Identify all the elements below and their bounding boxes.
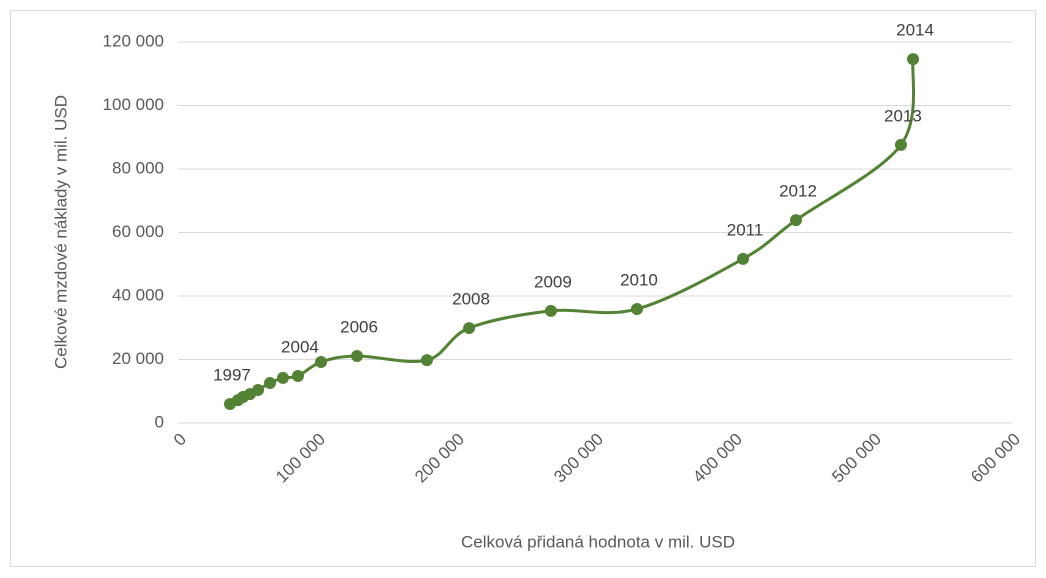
y-tick-label: 120 000	[103, 31, 164, 50]
x-axis-title: Celková přidaná hodnota v mil. USD	[461, 532, 735, 551]
data-point	[894, 138, 907, 151]
point-label: 2014	[896, 21, 934, 40]
y-tick-label: 40 000	[112, 285, 164, 304]
data-point	[789, 214, 802, 227]
point-label: 2006	[340, 317, 378, 336]
data-point	[291, 370, 304, 383]
y-tick-label: 0	[155, 412, 164, 431]
y-tick-label: 20 000	[112, 349, 164, 368]
y-tick-label: 100 000	[103, 95, 164, 114]
point-label: 2008	[452, 290, 490, 309]
data-point	[630, 303, 643, 316]
point-label: 1997	[213, 365, 251, 384]
data-point	[463, 322, 476, 335]
data-point	[315, 356, 328, 369]
point-label: 2011	[727, 220, 764, 239]
data-point	[907, 53, 920, 66]
data-point	[264, 376, 277, 389]
y-axis-title: Celkové mzdové náklady v mil. USD	[51, 95, 70, 369]
point-label: 2013	[884, 106, 922, 125]
data-point	[420, 354, 433, 367]
point-label: 2009	[534, 272, 572, 291]
point-label: 2012	[779, 182, 817, 201]
data-point	[276, 371, 289, 384]
point-label: 2010	[620, 271, 658, 290]
point-label: 2004	[281, 337, 319, 356]
data-point	[351, 350, 364, 363]
data-point	[252, 383, 265, 396]
chart-border	[10, 10, 1036, 567]
data-point	[544, 304, 557, 317]
y-tick-label: 60 000	[112, 222, 164, 241]
data-point	[737, 252, 750, 265]
y-tick-label: 80 000	[112, 158, 164, 177]
